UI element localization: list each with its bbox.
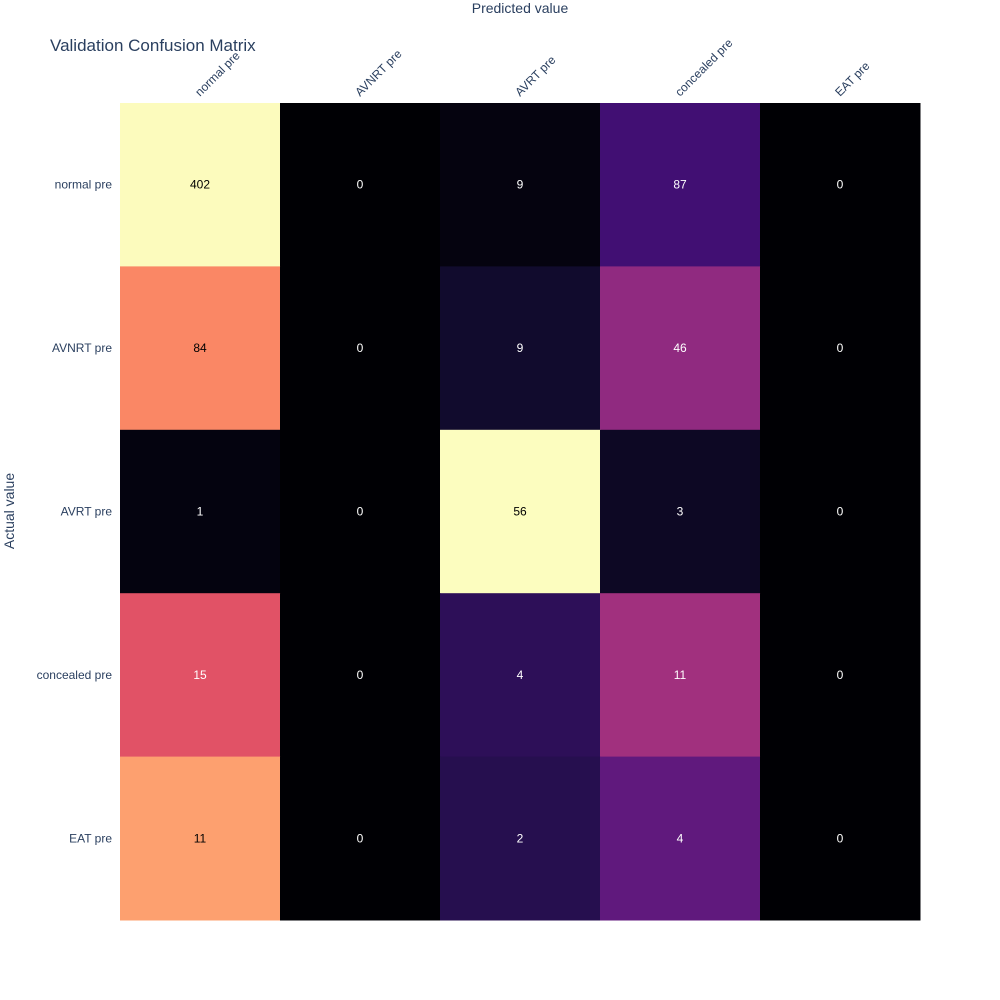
cell-value-label: 3 <box>677 505 684 519</box>
heatmap-cell <box>440 266 601 431</box>
heatmap-cell <box>440 756 601 921</box>
cell-value-label: 0 <box>357 505 364 519</box>
y-tick-label: AVRT pre <box>61 505 113 519</box>
heatmap-cell <box>760 103 921 267</box>
chart-title: Validation Confusion Matrix <box>50 36 256 55</box>
heatmap-cell <box>760 429 921 594</box>
y-tick-label: EAT pre <box>69 831 112 845</box>
cell-value-label: 56 <box>513 505 527 519</box>
heatmap-cell <box>280 593 441 758</box>
x-axis-title: Predicted value <box>472 0 569 16</box>
y-axis-title: Actual value <box>1 473 17 549</box>
x-tick-label: concealed pre <box>672 36 735 99</box>
cell-value-label: 0 <box>357 341 364 355</box>
cell-value-label: 1 <box>197 505 204 519</box>
cell-value-label: 9 <box>517 178 524 192</box>
heatmap-cell <box>280 103 441 267</box>
cell-value-label: 84 <box>193 341 207 355</box>
cell-value-label: 0 <box>837 178 844 192</box>
cell-value-label: 0 <box>837 831 844 845</box>
heatmap-cell-labels: 402 0 9 87 084 0 9 46 01 0 56 3 015 0 4 11 011 0 2 4 0 <box>190 178 844 846</box>
y-tick-label: normal pre <box>55 178 113 192</box>
cell-value-label: 9 <box>517 341 524 355</box>
x-tick-label: EAT pre <box>832 59 872 99</box>
x-tick-label: AVRT pre <box>512 53 558 99</box>
heatmap-cell <box>120 429 281 594</box>
heatmap-cell <box>600 429 761 594</box>
heatmap-cell <box>280 756 441 921</box>
heatmap-cell <box>440 593 601 758</box>
heatmap-cell <box>600 593 761 758</box>
x-tick-label: normal pre <box>192 48 243 99</box>
cell-value-label: 402 <box>190 178 210 192</box>
cell-value-label: 0 <box>837 505 844 519</box>
heatmap-cell <box>120 266 281 431</box>
cell-value-label: 0 <box>357 668 364 682</box>
heatmap-cell <box>600 266 761 431</box>
heatmap-cell <box>440 103 601 267</box>
cell-value-label: 0 <box>837 668 844 682</box>
heatmap-cells <box>120 103 921 921</box>
y-tick-label: concealed pre <box>37 668 113 682</box>
cell-value-label: 2 <box>517 831 524 845</box>
cell-value-label: 87 <box>673 178 687 192</box>
heatmap-cell <box>120 593 281 758</box>
heatmap-cell <box>120 756 281 921</box>
cell-value-label: 4 <box>517 668 524 682</box>
heatmap-cell <box>280 429 441 594</box>
cell-value-label: 11 <box>674 668 687 682</box>
heatmap-cell <box>280 266 441 431</box>
cell-value-label: 4 <box>677 831 684 845</box>
x-axis-ticks: normal pre AVNRT pre AVRT pre concealed pre… <box>192 36 872 99</box>
y-axis-ticks: normal pre AVNRT pre AVRT pre concealed pre… <box>37 178 113 846</box>
x-tick-label: AVNRT pre <box>352 47 405 100</box>
cell-value-label: 46 <box>673 341 687 355</box>
cell-value-label: 0 <box>357 178 364 192</box>
heatmap-cell <box>440 429 601 594</box>
cell-value-label: 11 <box>194 831 207 845</box>
heatmap-cell <box>760 593 921 758</box>
heatmap-cell <box>600 103 761 267</box>
heatmap-cell <box>760 756 921 921</box>
heatmap-cell <box>760 266 921 431</box>
y-tick-label: AVNRT pre <box>52 341 112 355</box>
heatmap-cell <box>120 103 281 267</box>
cell-value-label: 0 <box>837 341 844 355</box>
cell-value-label: 15 <box>193 668 207 682</box>
heatmap-cell <box>600 756 761 921</box>
cell-value-label: 0 <box>357 831 364 845</box>
